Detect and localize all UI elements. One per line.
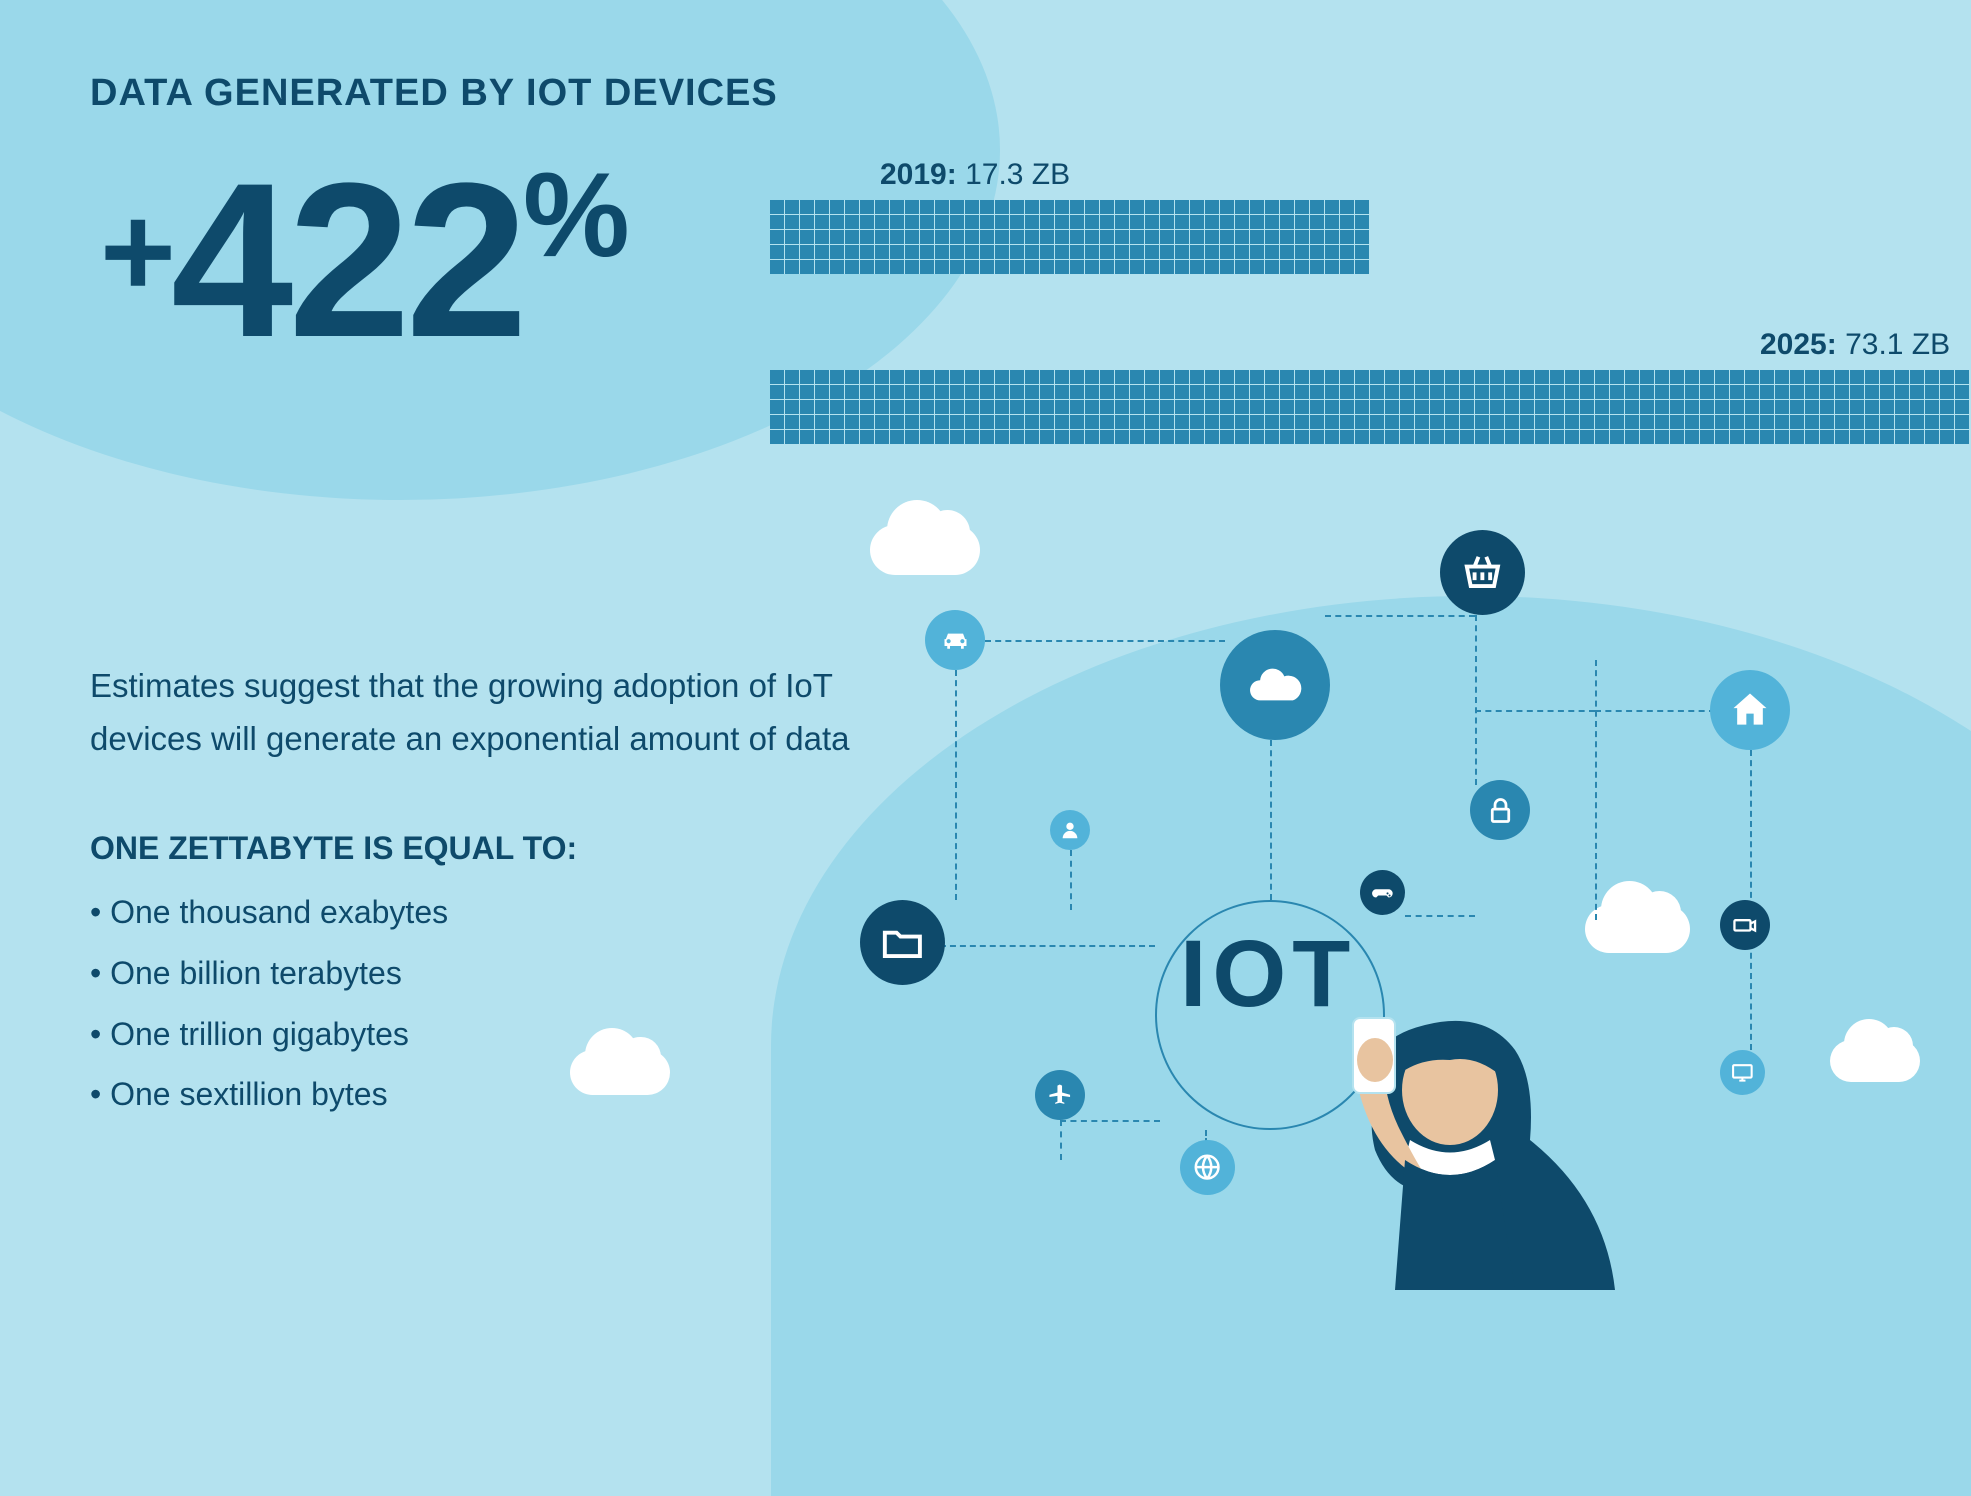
- diagram-line: [1475, 615, 1477, 785]
- bar-label-0: 2019: 17.3 ZB: [880, 158, 1070, 192]
- description-text: Estimates suggest that the growing adopt…: [90, 660, 910, 766]
- bullet-item-2: One trillion gigabytes: [90, 1004, 448, 1065]
- person-illustration: [1305, 1000, 1625, 1300]
- lock-icon: [1470, 780, 1530, 840]
- car-icon: [925, 610, 985, 670]
- diagram-line: [1060, 1120, 1160, 1122]
- bar-label-1: 2025: 73.1 ZB: [1760, 328, 1950, 362]
- stat-number: 422: [171, 137, 523, 383]
- person-svg: [1305, 1000, 1625, 1300]
- diagram-line: [985, 640, 1225, 642]
- globe-icon: [1180, 1140, 1235, 1195]
- zettabyte-heading: ONE ZETTABYTE IS EQUAL TO:: [90, 830, 577, 867]
- bullet-item-0: One thousand exabytes: [90, 882, 448, 943]
- bullet-item-1: One billion terabytes: [90, 943, 448, 1004]
- basket-icon: [1440, 530, 1525, 615]
- diagram-line: [955, 670, 957, 900]
- diagram-line: [1060, 1120, 1062, 1160]
- home-icon: [1710, 670, 1790, 750]
- main-title: DATA GENERATED BY IOT DEVICES: [90, 72, 778, 115]
- bullet-list: One thousand exabytesOne billion terabyt…: [90, 882, 448, 1125]
- data-bar-1: [770, 370, 1969, 444]
- cloud-shape-3: [570, 1050, 670, 1095]
- person-icon: [1050, 810, 1090, 850]
- iot-diagram: IOT: [850, 520, 1950, 1200]
- diagram-line: [1270, 740, 1272, 900]
- percent-sign: %: [523, 148, 625, 282]
- bullet-item-3: One sextillion bytes: [90, 1064, 448, 1125]
- diagram-line: [1070, 850, 1072, 910]
- monitor-icon: [1720, 1050, 1765, 1095]
- folder-icon: [860, 900, 945, 985]
- plane-icon: [1035, 1070, 1085, 1120]
- diagram-line: [940, 945, 1155, 947]
- gamepad-icon: [1360, 870, 1405, 915]
- diagram-line: [1475, 710, 1595, 712]
- growth-stat: +422%: [100, 150, 625, 370]
- camera-icon: [1720, 900, 1770, 950]
- diagram-line: [1405, 915, 1475, 917]
- plus-sign: +: [100, 178, 171, 324]
- cloud-icon: [1220, 630, 1330, 740]
- diagram-line: [1325, 615, 1475, 617]
- data-bar-0: [770, 200, 1369, 274]
- diagram-line: [1595, 660, 1597, 920]
- diagram-line: [1595, 710, 1715, 712]
